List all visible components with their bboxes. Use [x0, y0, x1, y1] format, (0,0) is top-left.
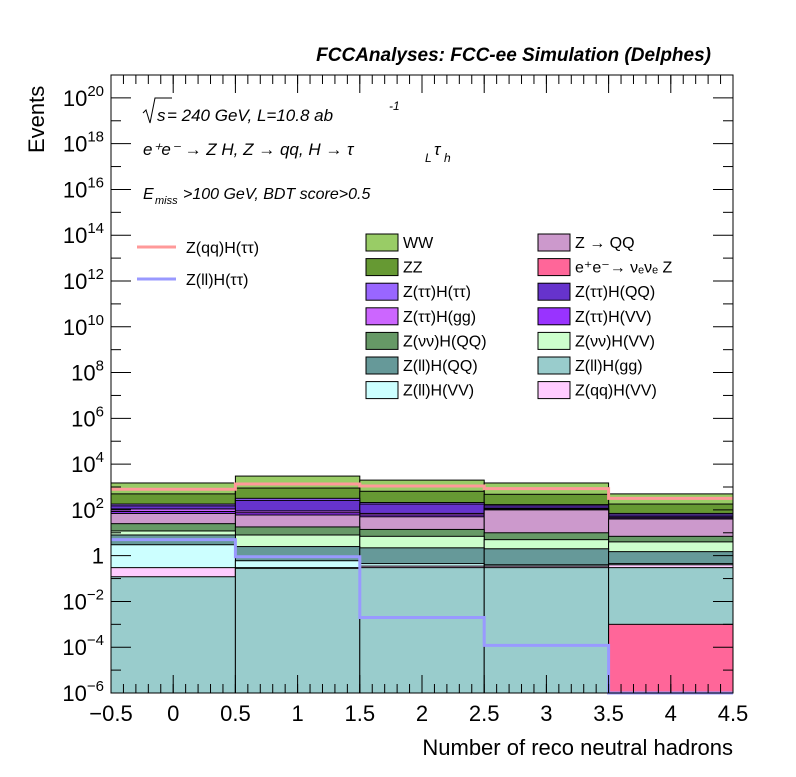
legend-label: Z(qq)H(VV) [575, 383, 657, 400]
legend-label: Z(ll)H(QQ) [403, 358, 478, 375]
energy-label: = 240 GeV, L=10.8 ab [167, 106, 333, 125]
signal-lines [111, 482, 733, 695]
x-axis-title: Number of reco neutral hadrons [422, 735, 733, 760]
legend-swatch-z-h-gg [365, 307, 399, 326]
legend-swatch-z-qq [537, 233, 571, 252]
y-tick-label: 1018 [63, 129, 104, 157]
legend-swatch-ww [365, 233, 399, 252]
x-tick-label: 4.5 [718, 701, 749, 726]
y-tick-label: 1020 [63, 83, 104, 111]
x-tick-label: 1 [291, 701, 303, 726]
y-tick-label: 10−2 [62, 586, 104, 614]
legend-label: ZZ [403, 260, 423, 277]
cut-sub: miss [155, 195, 178, 207]
x-tick-label: 4 [665, 701, 677, 726]
signal-line-z-qq-h [111, 482, 733, 500]
sqrt-icon [142, 97, 172, 124]
legend-label: Z(ττ)H(VV) [575, 309, 652, 326]
y-tick-label: 1014 [63, 220, 104, 248]
legend-swatch-z-h [365, 282, 399, 301]
y-tick-label: 104 [71, 449, 104, 477]
legend-swatch-z-qq-h-vv [537, 381, 571, 400]
process-sub-h: h [444, 151, 451, 165]
legend-swatch-z-h-qq [537, 282, 571, 301]
bar-z-ll-h-gg-bin-2 [359, 567, 485, 694]
y-tick-label: 106 [71, 403, 104, 431]
x-tick-label: 3.5 [593, 701, 624, 726]
legend-swatch-zz [365, 258, 399, 277]
legend-label: e⁺e⁻→ νₑνₑ Z [575, 260, 672, 277]
legend-label: Z(ll)H(gg) [575, 358, 643, 375]
y-tick-label: 108 [71, 358, 104, 386]
process-sub-l: L [425, 151, 432, 165]
annotation-energy: s = 240 GeV, L=10.8 ab -1 [142, 97, 400, 125]
annotation-process: e⁺e⁻ → Z H, Z → qq, H → τ L τ h [143, 140, 451, 165]
x-tick-label: 0 [167, 701, 179, 726]
legend-label: Z(ττ)H(QQ) [575, 284, 655, 301]
legend-swatch-z-h-vv [537, 307, 571, 326]
stack-bars [110, 475, 734, 694]
legend-swatch-z-h-vv [537, 331, 571, 350]
bar-z-ll-h-gg-bin-1 [234, 567, 361, 694]
energy-label-s: s [157, 106, 166, 125]
signal-line-z-ll-h [111, 538, 733, 695]
legend: Z(qq)H(ττ) Z(ll)H(ττ) WW Z → QQ ZZ e⁺e⁻→ νₑνₑ… [137, 233, 672, 400]
y-tick-label: 1016 [63, 174, 104, 202]
legend-label: Z(ττ)H(gg) [403, 309, 476, 326]
process-label: e⁺e⁻ → Z H, Z → qq, H → τ [143, 140, 355, 159]
legend-swatch-z-ll-h-vv [365, 381, 399, 400]
legend-swatch-e-e-z [537, 258, 571, 277]
annotation-cut: E miss >100 GeV, BDT score>0.5 [143, 186, 370, 207]
x-tick-label: 0.5 [220, 701, 251, 726]
bar-z-ll-h-gg-bin-3 [483, 567, 610, 694]
x-tick-label: 1.5 [345, 701, 376, 726]
y-tick-label: 102 [71, 495, 104, 523]
y-tick-label: 10−6 [62, 678, 104, 706]
x-tick-label: 2 [416, 701, 428, 726]
legend-label: Z(ττ)H(ττ) [403, 284, 471, 301]
y-tick-label: 1010 [63, 312, 104, 340]
y-tick-label: 1012 [63, 266, 104, 294]
x-tick-label: 3 [540, 701, 552, 726]
legend-label: Z(ll)H(ττ) [186, 272, 248, 289]
legend-swatch-z-h-qq [365, 331, 399, 350]
chart-title: FCCAnalyses: FCC-ee Simulation (Delphes) [316, 45, 711, 66]
legend-swatch-z-ll-h-qq [365, 356, 399, 375]
legend-label: Z(νν)H(VV) [575, 333, 655, 350]
y-axis-title: Events [24, 86, 49, 153]
energy-exponent: -1 [389, 99, 400, 113]
x-tick-label: −0.5 [89, 701, 132, 726]
process-tau: τ [434, 140, 442, 159]
legend-swatch-z-ll-h-gg [537, 356, 571, 375]
legend-label: Z(ll)H(VV) [403, 383, 474, 400]
legend-label: Z(qq)H(ττ) [186, 240, 259, 257]
legend-label: Z → QQ [575, 235, 635, 252]
cut-text: >100 GeV, BDT score>0.5 [183, 186, 370, 203]
x-tick-label: 2.5 [469, 701, 500, 726]
axis-ticks: −0.5 0 0.5 1 1.5 2 2.5 3 3.5 4 4.5 10−6 10−4 10−2 1 102… [62, 74, 749, 726]
y-tick-label: 10−4 [62, 632, 104, 660]
y-tick-label: 1 [92, 544, 104, 569]
legend-label: Z(νν)H(QQ) [403, 333, 487, 350]
cut-e: E [143, 186, 154, 203]
legend-label: WW [403, 235, 434, 252]
